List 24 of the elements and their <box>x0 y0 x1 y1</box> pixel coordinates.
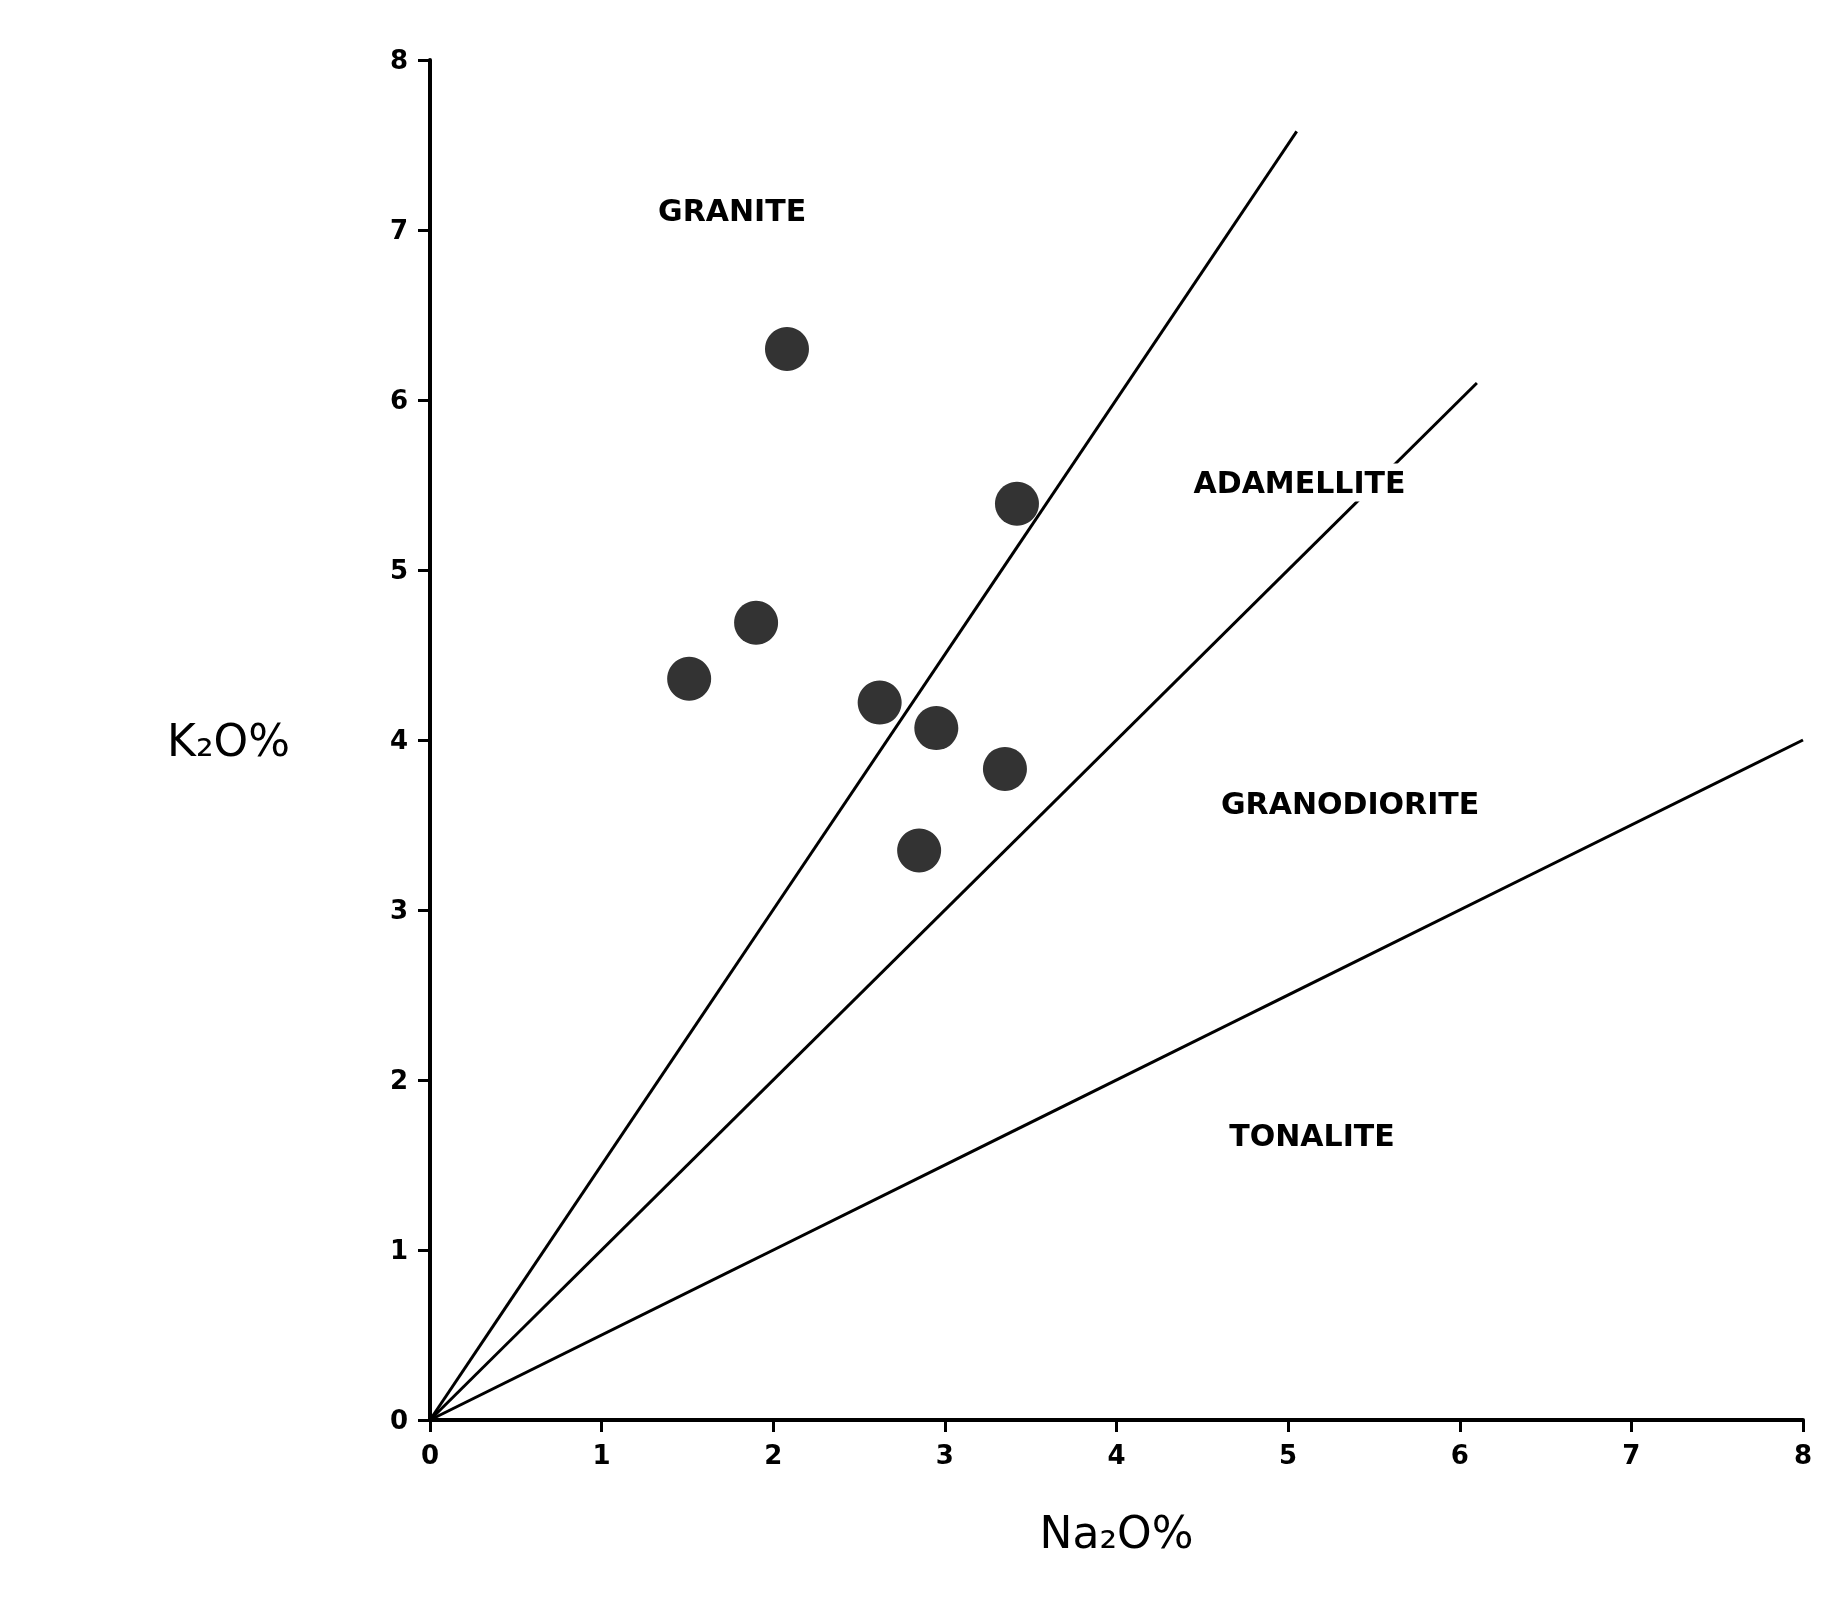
y-tick-label: 0 <box>389 1405 408 1435</box>
x-tick-label: 7 <box>1622 1440 1641 1470</box>
x-tick-label: 6 <box>1450 1440 1469 1470</box>
y-axis-title: K₂O% <box>167 714 290 766</box>
x-tick-label: 5 <box>1279 1440 1298 1470</box>
x-tick-label: 8 <box>1793 1440 1813 1470</box>
y-tick-label: 7 <box>389 215 408 245</box>
annotation: TONALITE <box>1229 1117 1395 1153</box>
y-tick-label: 1 <box>389 1235 408 1265</box>
x-tick-label: 4 <box>1107 1440 1126 1470</box>
annotation: GRANITE <box>658 193 807 229</box>
x-tick-label: 1 <box>592 1440 611 1470</box>
y-tick-label: 3 <box>389 895 408 925</box>
annotation: ADAMELLITE <box>1193 465 1406 501</box>
y-tick-label: 6 <box>389 385 408 415</box>
annotation: GRANODIORITE <box>1220 786 1480 822</box>
y-tick-label: 4 <box>389 725 408 755</box>
x-tick-label: 0 <box>420 1440 440 1470</box>
y-tick-label: 8 <box>389 45 408 75</box>
x-tick-label: 2 <box>764 1440 783 1470</box>
y-tick-label: 5 <box>389 555 408 585</box>
y-tick-label: 2 <box>389 1065 408 1095</box>
x-axis-title: Na₂O% <box>1039 1506 1194 1558</box>
x-tick-label: 3 <box>935 1440 954 1470</box>
